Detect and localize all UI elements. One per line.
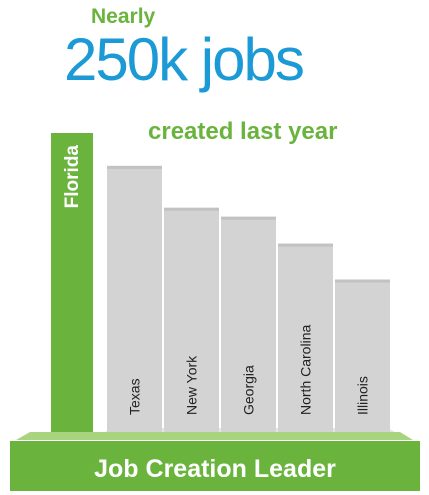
bar-label-new-york: New York [184,355,200,415]
bar-top-edge [278,243,333,247]
headline-prefix: Nearly [91,5,156,28]
bar-new-york [164,207,219,432]
banner-bar [10,441,420,491]
bar-north-carolina [278,243,333,432]
headline-subline: created last year [148,118,338,145]
bar-top-edge [107,165,162,169]
bar-label-georgia: Georgia [241,365,257,415]
bar-label-north-carolina: North Carolina [298,325,314,415]
bar-texas [107,165,162,432]
bar-label-texas: Texas [127,378,143,415]
bar-georgia [221,216,276,432]
bar-illinois [335,279,390,432]
bar-label-florida: Florida [62,145,83,209]
headline-number: 250k jobs [64,26,305,93]
bar-top-edge [335,279,390,283]
bar-florida [51,133,93,432]
bars-group: Florida Texas New York Georgia North Carolin… [51,133,390,432]
banner-text: Job Creation Leader [94,455,336,483]
bar-top-edge [221,216,276,220]
bar-florida-cap [51,133,93,147]
bar-top-edge [164,207,219,211]
bar-label-illinois: Illinois [355,376,371,415]
chart-floor [16,432,413,440]
